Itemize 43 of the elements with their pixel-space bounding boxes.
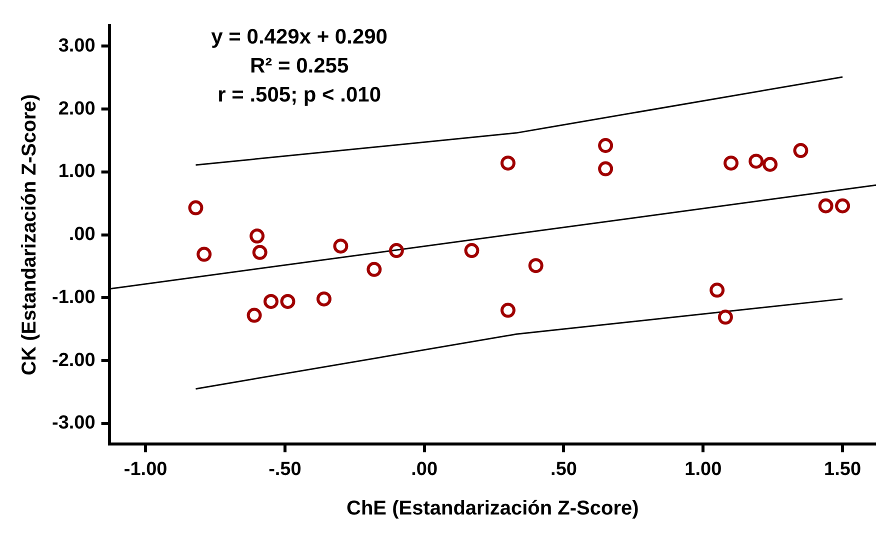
point [818,198,834,214]
point [388,243,404,258]
point [316,291,332,306]
annotation: r = .505; p < .010 [218,84,382,107]
point [762,156,778,172]
x-tick-label: 1.50 [824,458,862,480]
point [748,154,764,169]
y-tick-label: 1.00 [58,161,96,182]
point [528,258,544,274]
annotation: y = 0.429x + 0.290 [211,26,388,49]
x-tick-label: 1.00 [684,458,722,480]
point [250,228,265,244]
point [188,200,204,216]
point [724,156,739,171]
y-tick-label: 2.00 [58,98,96,120]
point [598,161,614,176]
point [718,310,733,325]
x-axis-title: ChE (Estandarización Z-Score) [346,498,639,520]
point [793,143,808,158]
point [246,308,262,323]
y-tick-label: .00 [68,224,96,246]
x-tick-label: -.50 [268,458,302,480]
annotation: R² = 0.255 [250,54,349,78]
x-tick-label: .50 [550,458,577,480]
x-tick-label: .00 [411,458,438,480]
point [835,198,850,214]
x-tick-label: -1.00 [124,458,168,480]
point [252,244,268,260]
y-tick-label: -1.00 [52,286,96,308]
point [264,294,279,309]
point [280,294,296,309]
y-tick-label: -2.00 [52,350,96,371]
y-tick-label: -3.00 [52,412,96,434]
point [598,138,614,154]
point [196,246,212,262]
y-tick-label: 3.00 [58,35,96,56]
point [500,302,516,318]
point [500,156,516,171]
point [333,238,348,254]
y-axis-title: CK (Estandarización Z-Score) [18,94,41,376]
point [710,282,725,298]
point [366,262,382,277]
point [464,243,480,258]
